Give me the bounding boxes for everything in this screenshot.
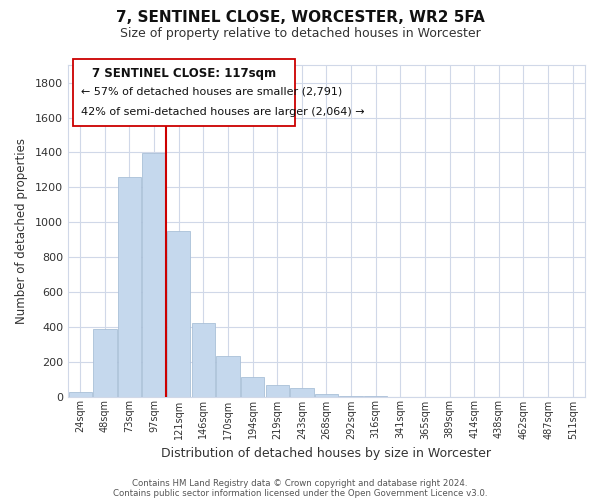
Text: Size of property relative to detached houses in Worcester: Size of property relative to detached ho… [119, 28, 481, 40]
X-axis label: Distribution of detached houses by size in Worcester: Distribution of detached houses by size … [161, 447, 491, 460]
Text: Contains HM Land Registry data © Crown copyright and database right 2024.: Contains HM Land Registry data © Crown c… [132, 478, 468, 488]
Bar [68, 392, 92, 396]
Bar [266, 384, 289, 396]
Bar [241, 378, 264, 396]
Bar [142, 154, 166, 396]
Text: 7, SENTINEL CLOSE, WORCESTER, WR2 5FA: 7, SENTINEL CLOSE, WORCESTER, WR2 5FA [116, 10, 484, 25]
Text: 7 SENTINEL CLOSE: 117sqm: 7 SENTINEL CLOSE: 117sqm [92, 67, 277, 80]
FancyBboxPatch shape [73, 58, 295, 126]
Text: Contains public sector information licensed under the Open Government Licence v3: Contains public sector information licen… [113, 488, 487, 498]
Bar [167, 231, 190, 396]
Bar [290, 388, 314, 396]
Bar [216, 356, 239, 397]
Text: 42% of semi-detached houses are larger (2,064) →: 42% of semi-detached houses are larger (… [81, 106, 364, 117]
Y-axis label: Number of detached properties: Number of detached properties [15, 138, 28, 324]
Bar [315, 394, 338, 396]
Bar [93, 330, 116, 396]
Bar [191, 324, 215, 396]
Bar [118, 177, 141, 396]
Text: ← 57% of detached houses are smaller (2,791): ← 57% of detached houses are smaller (2,… [81, 86, 342, 97]
